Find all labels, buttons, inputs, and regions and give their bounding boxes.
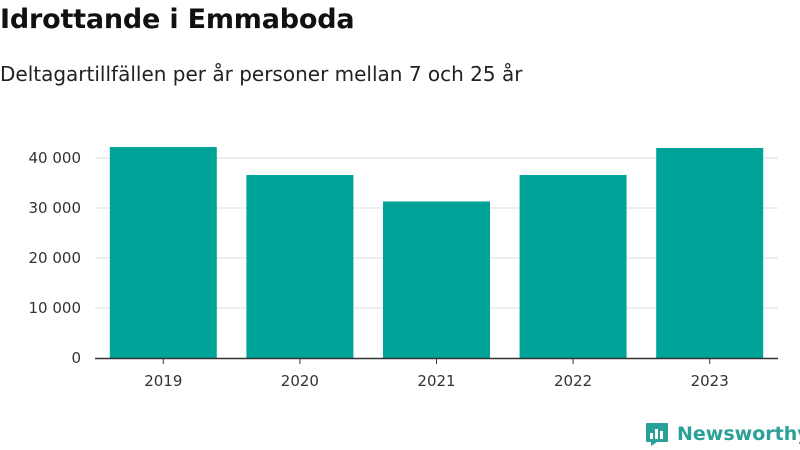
bar-2023 [656,148,764,358]
y-tick-label: 10 000 [29,299,82,317]
chart-subtitle: Deltagartillfällen per år personer mella… [0,62,523,86]
newsworthy-logo-icon [646,423,668,446]
y-tick-label: 0 [71,349,81,367]
bar-2020 [246,175,354,358]
x-tick-label: 2020 [281,372,319,390]
bars [109,147,764,358]
y-tick-label: 40 000 [29,149,82,167]
y-tick-label: 30 000 [29,199,82,217]
x-tick-label: 2022 [554,372,592,390]
y-axis-ticks: 0 10 000 20 000 30 000 40 000 [29,149,82,367]
x-tick-label: 2023 [691,372,729,390]
x-tick-label: 2019 [144,372,182,390]
bar-2021 [383,201,490,358]
y-tick-label: 20 000 [29,249,82,267]
brand-name: Newsworthy [677,423,800,445]
newsworthy-brand[interactable]: Newsworthy [644,420,800,448]
bar-2019 [109,147,217,358]
x-tick-label: 2021 [417,372,455,390]
bar-2022 [519,175,627,358]
chart-title: Idrottande i Emmaboda [0,4,355,35]
x-axis: 2019 2020 2021 2022 2023 [95,357,778,390]
